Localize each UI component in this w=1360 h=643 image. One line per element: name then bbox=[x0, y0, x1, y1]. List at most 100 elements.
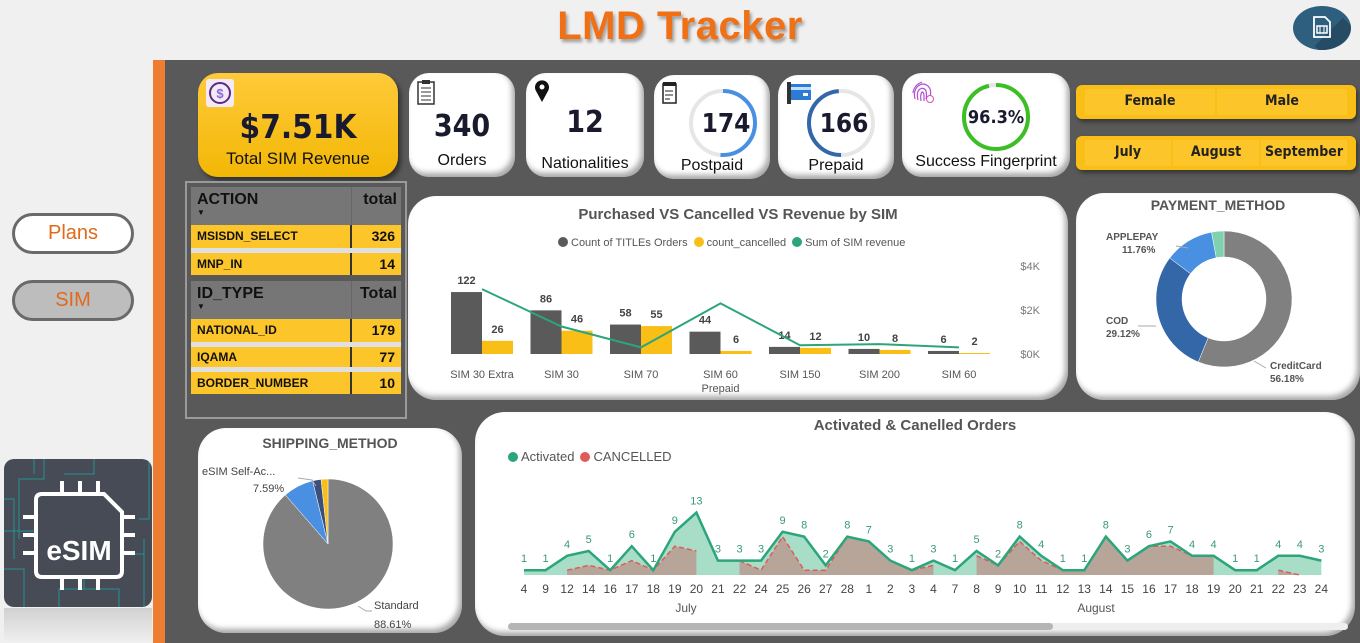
row-value: 10 bbox=[350, 369, 401, 394]
x-tick-label: 18 bbox=[647, 582, 661, 596]
x-tick-label: 27 bbox=[819, 582, 833, 596]
chart-legend: Activated CANCELLED bbox=[508, 449, 672, 464]
kpi-prepaid-label: Prepaid bbox=[808, 157, 864, 174]
x-tick-label: 24 bbox=[754, 582, 768, 596]
x-group-label: August bbox=[1077, 601, 1115, 615]
data-label: 1 bbox=[1232, 553, 1238, 565]
month-slicer: July August September bbox=[1076, 136, 1356, 170]
leader-line bbox=[1253, 360, 1267, 369]
kpi-orders: 340 Orders bbox=[409, 73, 515, 177]
revenue-line bbox=[481, 288, 960, 349]
slice-label: Standard bbox=[374, 600, 419, 612]
sort-down-icon: ▼ bbox=[197, 208, 205, 217]
id-type-col-header[interactable]: ID_TYPE ▼ bbox=[191, 281, 351, 319]
bar-orders bbox=[451, 292, 482, 354]
legend-item[interactable]: Count of TITLEs Orders bbox=[558, 237, 688, 249]
x-tick-label: 20 bbox=[1228, 582, 1242, 596]
dollar-refresh-icon: $ bbox=[206, 79, 234, 107]
y2-tick-label: $4K bbox=[1020, 261, 1040, 273]
data-label: 8 bbox=[1017, 520, 1023, 532]
slicer-july[interactable]: July bbox=[1085, 140, 1171, 166]
slicer-september[interactable]: September bbox=[1261, 140, 1347, 166]
row-value: 179 bbox=[350, 319, 401, 347]
x-tick-label: 8 bbox=[973, 582, 980, 596]
y2-tick-label: $0K bbox=[1020, 349, 1040, 361]
total-col-header[interactable]: Total bbox=[350, 281, 401, 319]
esim-logo: eSIM bbox=[4, 459, 152, 607]
data-label: 4 bbox=[1275, 539, 1281, 551]
scrollbar-thumb[interactable] bbox=[508, 623, 1053, 630]
chart-title: Activated & Canelled Orders bbox=[813, 417, 1017, 434]
cancelled-line bbox=[566, 545, 697, 572]
x-tick-label: 7 bbox=[952, 582, 959, 596]
legend-item[interactable]: Activated bbox=[508, 449, 574, 464]
legend-item[interactable]: CANCELLED bbox=[580, 449, 672, 464]
nav-plans-button[interactable]: Plans bbox=[12, 213, 134, 254]
total-col-header[interactable]: total bbox=[350, 187, 401, 225]
action-col-header[interactable]: ACTION ▼ bbox=[191, 187, 351, 225]
table-row: NATIONAL_ID 179 bbox=[191, 319, 401, 347]
x-tick-label: SIM 60 bbox=[703, 369, 738, 381]
kpi-postpaid-value: 174 bbox=[701, 109, 751, 139]
bar-orders bbox=[689, 331, 721, 354]
data-label: 86 bbox=[540, 293, 552, 305]
x-tick-label: SIM 200 bbox=[859, 369, 900, 381]
legend-item[interactable]: count_cancelled bbox=[693, 237, 786, 249]
gender-slicer: Female Male bbox=[1076, 85, 1356, 119]
y2-tick-label: $2K bbox=[1020, 305, 1040, 317]
data-label: 44 bbox=[699, 315, 712, 327]
dashboard-canvas: $ $7.51K Total SIM Revenue 340 Orders 12… bbox=[153, 60, 1360, 643]
row-value: 77 bbox=[350, 344, 401, 372]
data-label: 8 bbox=[1103, 520, 1109, 532]
data-label: 122 bbox=[457, 275, 475, 287]
action-header-label: ACTION bbox=[197, 191, 259, 208]
x-tick-label: 24 bbox=[1315, 582, 1329, 596]
data-label: 7 bbox=[1167, 524, 1173, 536]
kpi-nationalities-label: Nationalities bbox=[541, 155, 629, 172]
row-label: BORDER_NUMBER bbox=[191, 369, 351, 394]
fingerprint-ring bbox=[962, 83, 1030, 151]
data-label: 4 bbox=[564, 539, 570, 551]
x-tick-label: 28 bbox=[841, 582, 855, 596]
donut-chart-svg: CreditCard 56.18% COD 29.12% APPLEPAY 11.76% bbox=[1106, 230, 1322, 385]
data-label: 1 bbox=[909, 553, 915, 565]
activated-cancelled-chart: Activated & Canelled Orders Activated CA… bbox=[475, 412, 1355, 636]
legend-item[interactable]: Sum of SIM revenue bbox=[792, 237, 905, 249]
slice-value: 7.59% bbox=[253, 483, 284, 495]
row-label: MNP_IN bbox=[191, 250, 351, 275]
data-label: 3 bbox=[758, 544, 764, 556]
slicer-august[interactable]: August bbox=[1173, 140, 1259, 166]
nav-sim-button[interactable]: SIM bbox=[12, 280, 134, 321]
kpi-prepaid-value: 166 bbox=[819, 109, 869, 139]
x-tick-label: 15 bbox=[1121, 582, 1135, 596]
x-tick-label: 1 bbox=[865, 582, 872, 596]
data-label: 8 bbox=[844, 520, 850, 532]
activated-line bbox=[524, 510, 1322, 573]
slicer-female[interactable]: Female bbox=[1085, 89, 1215, 115]
x-tick-label: 22 bbox=[1272, 582, 1286, 596]
bar-cancelled bbox=[879, 349, 911, 354]
data-label: 58 bbox=[619, 308, 631, 320]
slice-value: 11.76% bbox=[1122, 245, 1155, 256]
x-tick-label: 17 bbox=[625, 582, 639, 596]
pie-slice bbox=[320, 478, 329, 545]
data-label: 1 bbox=[952, 553, 958, 565]
data-label: 3 bbox=[887, 544, 893, 556]
data-label: 7 bbox=[866, 524, 872, 536]
chart-title: Purchased VS Cancelled VS Revenue by SIM bbox=[578, 206, 898, 223]
x-tick-label: 21 bbox=[1250, 582, 1264, 596]
slicer-male[interactable]: Male bbox=[1217, 89, 1347, 115]
action-table: ACTION ▼ total MSISDN_SELECT 326 MNP_IN 14 bbox=[191, 187, 401, 275]
x-tick-label: 20 bbox=[690, 582, 704, 596]
bar-cancelled bbox=[641, 326, 672, 354]
x-tick-label: 14 bbox=[1099, 582, 1113, 596]
slice-value: 88.61% bbox=[374, 619, 412, 631]
data-label: 3 bbox=[1318, 544, 1324, 556]
sim-card-button[interactable] bbox=[1293, 6, 1351, 50]
row-label: NATIONAL_ID bbox=[191, 319, 351, 347]
kpi-nationalities-value: 12 bbox=[566, 105, 604, 140]
x-tick-label: SIM 30 bbox=[544, 369, 579, 381]
x-tick-label: 19 bbox=[668, 582, 682, 596]
horizontal-scrollbar[interactable] bbox=[508, 623, 1348, 630]
slice-value: 29.12% bbox=[1106, 329, 1140, 340]
